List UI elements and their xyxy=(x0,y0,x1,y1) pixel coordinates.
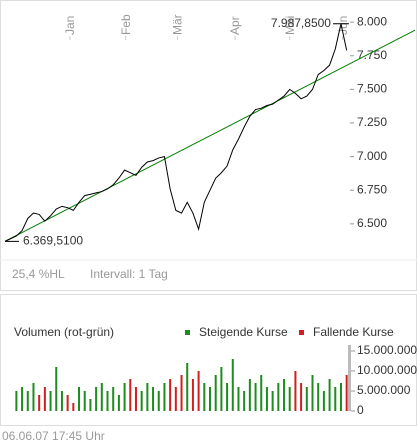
y-tick-label: 0 xyxy=(357,403,364,417)
volume-bar xyxy=(100,383,103,411)
volume-bar xyxy=(277,383,280,411)
volume-bar xyxy=(322,391,325,411)
volume-bar xyxy=(43,387,46,411)
volume-bar xyxy=(157,391,160,411)
x-tick-label: Feb xyxy=(119,14,133,35)
volume-bar xyxy=(334,387,337,411)
volume-bar xyxy=(112,387,115,411)
volume-bar xyxy=(32,383,35,411)
volume-bar xyxy=(214,375,217,411)
volume-bar xyxy=(265,387,268,411)
y-tick-label: 7.500 xyxy=(357,82,387,96)
volume-bar xyxy=(66,395,69,411)
performance-label: 25,4 %HL xyxy=(12,267,65,281)
volume-bar xyxy=(129,379,132,411)
volume-bar xyxy=(15,391,18,411)
volume-bar xyxy=(117,395,120,411)
y-tick-label: 15.000.000 xyxy=(357,343,417,357)
volume-bar xyxy=(209,387,211,411)
volume-bar xyxy=(248,379,251,411)
interval-label: Intervall: 1 Tag xyxy=(90,267,168,281)
y-tick-label: 6.750 xyxy=(357,182,387,196)
volume-bar xyxy=(134,387,137,411)
volume-bar xyxy=(72,403,75,411)
scale-bar xyxy=(348,345,351,411)
y-tick-label: 7.000 xyxy=(357,149,387,163)
volume-bar xyxy=(106,391,109,411)
y-tick-label: 7.750 xyxy=(357,48,387,62)
volume-bar xyxy=(60,391,63,411)
price-line xyxy=(4,23,348,242)
volume-bar xyxy=(55,367,58,411)
y-tick-label: 10.000.000 xyxy=(357,363,417,377)
min-label: 6.369,5100 xyxy=(23,234,83,248)
volume-bar xyxy=(243,391,246,411)
volume-bar xyxy=(237,387,240,411)
x-tick-label: Apr xyxy=(228,16,242,35)
volume-bar xyxy=(174,387,177,411)
volume-bar xyxy=(140,391,143,411)
volume-bar xyxy=(226,383,229,411)
legend-swatch xyxy=(185,330,190,335)
volume-bar xyxy=(38,395,41,411)
volume-bar xyxy=(180,375,183,411)
volume-bar xyxy=(152,387,155,411)
volume-bar xyxy=(21,387,24,411)
timestamp: 06.06.07 17:45 Uhr xyxy=(2,429,105,443)
price-panel xyxy=(0,0,417,291)
volume-bar xyxy=(95,387,98,411)
x-tick-label: Mai xyxy=(283,16,297,35)
volume-bar xyxy=(300,383,303,411)
x-tick-label: Mär xyxy=(171,14,185,35)
volume-bar xyxy=(220,367,223,411)
y-tick-label: 5.000.000 xyxy=(357,383,411,397)
volume-bar xyxy=(328,379,331,411)
y-tick-label: 8.000 xyxy=(357,14,387,28)
volume-bar xyxy=(203,383,206,411)
volume-bar xyxy=(254,383,257,411)
volume-bar xyxy=(231,359,234,411)
volume-bar xyxy=(197,371,200,411)
volume-bar xyxy=(83,391,86,411)
volume-bar xyxy=(123,383,126,411)
volume-bar xyxy=(294,371,297,411)
volume-bar xyxy=(163,383,166,411)
volume-bar xyxy=(260,375,263,411)
trend-line xyxy=(4,29,416,242)
volume-bar xyxy=(146,383,149,411)
volume-bar xyxy=(186,363,189,411)
y-tick-label: 7.250 xyxy=(357,115,387,129)
volume-title: Volumen (rot-grün) xyxy=(14,325,114,339)
volume-bar xyxy=(78,387,81,411)
volume-bar xyxy=(89,399,92,411)
volume-bar xyxy=(191,379,194,411)
volume-bar xyxy=(288,387,291,411)
volume-bar xyxy=(26,391,29,411)
volume-bar xyxy=(345,375,348,411)
legend-label: Fallende Kurse xyxy=(313,325,394,339)
volume-bar xyxy=(271,391,274,411)
volume-bar xyxy=(283,379,286,411)
volume-bar xyxy=(317,383,320,411)
y-tick-label: 6.500 xyxy=(357,216,387,230)
volume-bar xyxy=(169,379,172,411)
legend-swatch xyxy=(299,330,304,335)
x-tick-label: Jan xyxy=(63,16,77,35)
volume-bar xyxy=(339,383,342,411)
volume-bar xyxy=(305,387,308,411)
volume-bar xyxy=(311,375,314,411)
legend-label: Steigende Kurse xyxy=(199,325,288,339)
max-label: 7.987,8500 xyxy=(271,16,331,30)
volume-bar xyxy=(49,391,52,411)
